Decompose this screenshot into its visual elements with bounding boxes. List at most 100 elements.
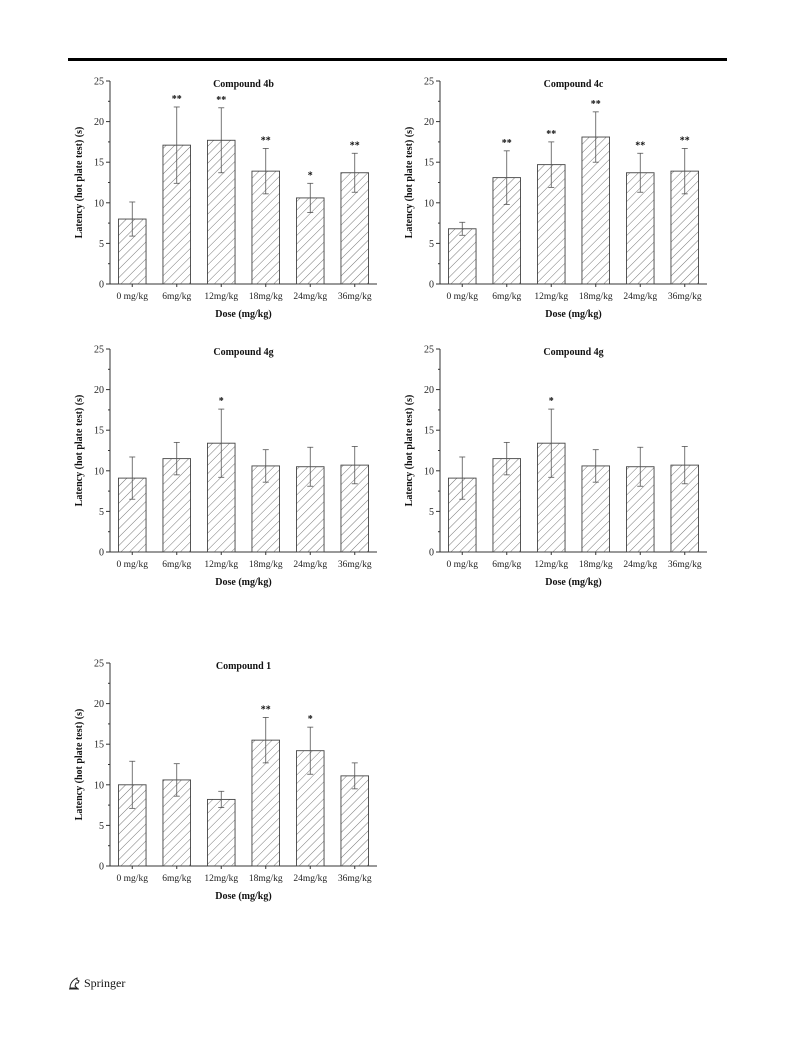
x-tick-label: 12mg/kg: [534, 292, 568, 302]
bar: [118, 218, 147, 285]
x-tick-label: 18mg/kg: [579, 560, 613, 570]
y-tick-label: 15: [424, 426, 434, 437]
significance-marker: **: [591, 99, 601, 110]
y-axis-label: Latency (hot plate test) (s): [404, 127, 415, 239]
y-tick-label: 25: [424, 77, 434, 88]
x-tick-label: 12mg/kg: [204, 560, 238, 570]
x-tick-label: 24mg/kg: [293, 874, 327, 884]
bar: [207, 798, 236, 867]
x-tick-label: 6mg/kg: [162, 292, 191, 302]
y-tick-label: 25: [94, 345, 104, 356]
y-tick-label: 20: [94, 385, 104, 396]
x-tick-label: 12mg/kg: [204, 874, 238, 884]
y-tick-label: 0: [429, 280, 434, 291]
chart-title: Compound 4b: [213, 79, 274, 90]
significance-marker: *: [219, 396, 224, 407]
chart-title: Compound 4g: [543, 347, 603, 358]
bar-chart-compound-4b: 0 5 10 15 20 25 Compound 4b Latency (hot plate …: [74, 77, 377, 320]
significance-marker: **: [502, 138, 512, 149]
x-tick-label: 0 mg/kg: [447, 292, 479, 302]
significance-marker: **: [635, 140, 645, 151]
publisher-name: Springer: [84, 976, 126, 990]
bar-chart-compound-4c: 0 5 10 15 20 25 Compound 4c Latency (hot plate …: [404, 77, 707, 320]
x-tick-label: 24mg/kg: [623, 292, 657, 302]
y-tick-label: 15: [94, 158, 104, 169]
y-tick-label: 5: [429, 507, 434, 518]
x-tick-label: 24mg/kg: [293, 560, 327, 570]
x-tick-label: 6mg/kg: [162, 560, 191, 570]
x-tick-label: 36mg/kg: [338, 560, 372, 570]
y-tick-label: 5: [99, 239, 104, 250]
x-axis-label: Dose (mg/kg): [545, 577, 601, 588]
y-tick-label: 5: [99, 821, 104, 832]
x-tick-label: 36mg/kg: [338, 292, 372, 302]
y-tick-label: 10: [94, 466, 104, 477]
x-tick-label: 12mg/kg: [204, 292, 238, 302]
x-tick-label: 24mg/kg: [293, 292, 327, 302]
y-tick-label: 25: [94, 77, 104, 88]
significance-marker: *: [308, 170, 313, 181]
bar-chart-compound-1: 0 5 10 15 20 25 Compound 1 Latency (hot plate t…: [74, 659, 377, 902]
significance-marker: **: [261, 135, 271, 146]
y-tick-label: 0: [99, 862, 104, 873]
x-axis-label: Dose (mg/kg): [215, 309, 271, 320]
y-tick-label: 20: [424, 385, 434, 396]
x-tick-label: 6mg/kg: [492, 560, 521, 570]
y-axis-label: Latency (hot plate test) (s): [404, 395, 415, 507]
x-tick-label: 6mg/kg: [492, 292, 521, 302]
significance-marker: **: [350, 140, 360, 151]
significance-marker: *: [308, 714, 313, 725]
significance-marker: **: [261, 704, 271, 715]
x-tick-label: 0 mg/kg: [117, 874, 149, 884]
x-tick-label: 18mg/kg: [579, 292, 613, 302]
chart-title: Compound 4c: [544, 79, 604, 90]
y-tick-label: 15: [94, 740, 104, 751]
bar-chart-compound-4g-left: 0 5 10 15 20 25 Compound 4g Latency (hot plate …: [74, 345, 377, 588]
x-tick-label: 0 mg/kg: [447, 560, 479, 570]
x-tick-label: 18mg/kg: [249, 292, 283, 302]
y-tick-label: 15: [424, 158, 434, 169]
y-tick-label: 10: [94, 198, 104, 209]
y-tick-label: 20: [94, 117, 104, 128]
significance-marker: **: [172, 94, 182, 105]
bar-chart-compound-4g-right: 0 5 10 15 20 25 Compound 4g Latency (hot plate …: [404, 345, 707, 588]
y-tick-label: 15: [94, 426, 104, 437]
y-axis-label: Latency (hot plate test) (s): [74, 395, 85, 507]
x-tick-label: 36mg/kg: [668, 560, 702, 570]
bar: [448, 228, 477, 285]
y-tick-label: 0: [99, 548, 104, 559]
x-axis-label: Dose (mg/kg): [215, 577, 271, 588]
x-tick-label: 12mg/kg: [534, 560, 568, 570]
chart-title: Compound 4g: [213, 347, 273, 358]
x-tick-label: 18mg/kg: [249, 560, 283, 570]
y-tick-label: 0: [429, 548, 434, 559]
y-tick-label: 0: [99, 280, 104, 291]
x-tick-label: 6mg/kg: [162, 874, 191, 884]
x-axis-label: Dose (mg/kg): [215, 891, 271, 902]
x-tick-label: 36mg/kg: [668, 292, 702, 302]
significance-marker: *: [549, 396, 554, 407]
significance-marker: **: [680, 135, 690, 146]
y-tick-label: 20: [94, 699, 104, 710]
springer-horse-icon: [69, 977, 80, 990]
y-tick-label: 25: [94, 659, 104, 670]
y-axis-label: Latency (hot plate test) (s): [74, 127, 85, 239]
x-tick-label: 24mg/kg: [623, 560, 657, 570]
x-tick-label: 36mg/kg: [338, 874, 372, 884]
y-tick-label: 10: [424, 466, 434, 477]
y-axis-label: Latency (hot plate test) (s): [74, 709, 85, 821]
y-tick-label: 5: [99, 507, 104, 518]
y-tick-label: 5: [429, 239, 434, 250]
page-footer: Springer: [68, 976, 125, 991]
bar: [340, 775, 369, 867]
x-axis-label: Dose (mg/kg): [545, 309, 601, 320]
y-tick-label: 10: [424, 198, 434, 209]
significance-marker: **: [546, 129, 556, 140]
x-tick-label: 18mg/kg: [249, 874, 283, 884]
x-tick-label: 0 mg/kg: [117, 560, 149, 570]
y-tick-label: 20: [424, 117, 434, 128]
y-tick-label: 10: [94, 780, 104, 791]
header-rule: [68, 58, 727, 61]
bar: [162, 144, 191, 285]
x-tick-label: 0 mg/kg: [117, 292, 149, 302]
